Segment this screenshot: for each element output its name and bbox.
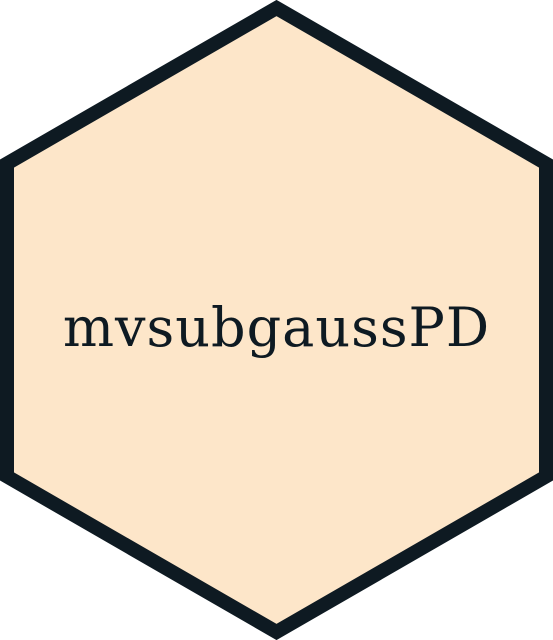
logo-title: mvsubgaussPD — [62, 296, 491, 359]
